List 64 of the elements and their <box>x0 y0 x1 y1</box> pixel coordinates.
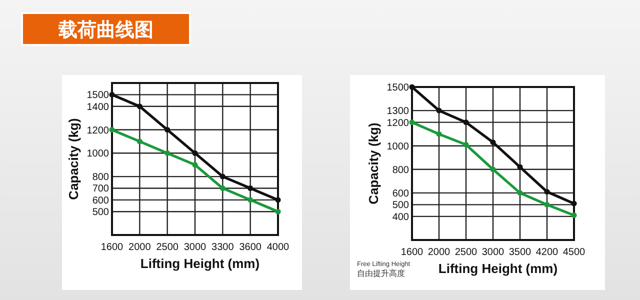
point <box>436 131 442 137</box>
point <box>490 166 496 172</box>
x-tick-label: 3500 <box>508 247 532 258</box>
y-tick-label: 1000 <box>86 148 110 160</box>
y-tick-label: 500 <box>92 207 110 218</box>
y-axis-title: Capacity (kg) <box>66 118 81 200</box>
point <box>409 84 415 90</box>
point <box>248 197 254 203</box>
y-tick-label: 400 <box>392 212 410 223</box>
point <box>463 120 469 126</box>
x-tick-label: 2500 <box>156 242 179 253</box>
y-tick-label: 1500 <box>86 90 110 102</box>
y-tick-label: 1200 <box>86 125 110 136</box>
x-axis-title: Lifting Height (mm) <box>438 261 558 276</box>
x-tick-label: 1600 <box>400 247 424 258</box>
point <box>136 138 142 144</box>
point <box>136 104 142 110</box>
point <box>109 126 115 133</box>
y-tick-label: 700 <box>92 184 110 195</box>
x-tick-label: 2000 <box>428 247 451 258</box>
x-tick-label: 4200 <box>536 247 559 258</box>
point <box>463 142 469 148</box>
point <box>517 164 523 170</box>
y-tick-label: 1400 <box>86 102 110 113</box>
point <box>436 108 442 114</box>
x-tick-label: 3600 <box>239 242 262 253</box>
y-axis-title: Capacity (kg) <box>366 122 381 204</box>
point <box>517 190 523 196</box>
x-tick-label: 2000 <box>128 242 152 253</box>
point <box>490 140 496 146</box>
y-tick-label: 600 <box>92 195 110 206</box>
x-tick-label: 3000 <box>482 247 505 258</box>
y-tick-label: 600 <box>392 188 410 200</box>
point <box>544 188 550 195</box>
point <box>409 120 415 126</box>
point <box>571 212 577 218</box>
chart-title: 载荷曲线图 <box>58 19 154 41</box>
point <box>220 185 226 192</box>
text: 自由提升高度 <box>357 269 405 278</box>
x-tick-label: 3000 <box>184 242 207 253</box>
point <box>220 174 226 180</box>
x-tick-label: 4500 <box>562 247 586 258</box>
point <box>544 202 550 208</box>
y-tick-label: 1500 <box>386 82 410 94</box>
point <box>275 197 281 203</box>
y-tick-label: 500 <box>392 200 410 212</box>
y-tick-label: 1200 <box>386 118 410 129</box>
y-tick-label: 1300 <box>386 106 410 118</box>
point <box>164 150 170 156</box>
point <box>275 208 281 214</box>
x-axis-title: Lifting Height (mm) <box>140 256 260 271</box>
y-tick-label: 800 <box>392 164 410 176</box>
point <box>164 126 170 133</box>
x-tick-label: 2500 <box>454 247 478 258</box>
point <box>192 162 198 168</box>
x-tick-label: 3300 <box>212 242 234 253</box>
point <box>571 200 577 206</box>
y-tick-label: 1000 <box>386 141 410 152</box>
x-tick-label: 4000 <box>266 242 290 253</box>
x-tick-label: 1600 <box>100 242 124 253</box>
point <box>248 185 254 192</box>
point <box>192 150 198 156</box>
y-tick-label: 800 <box>92 172 110 184</box>
point <box>109 92 115 98</box>
